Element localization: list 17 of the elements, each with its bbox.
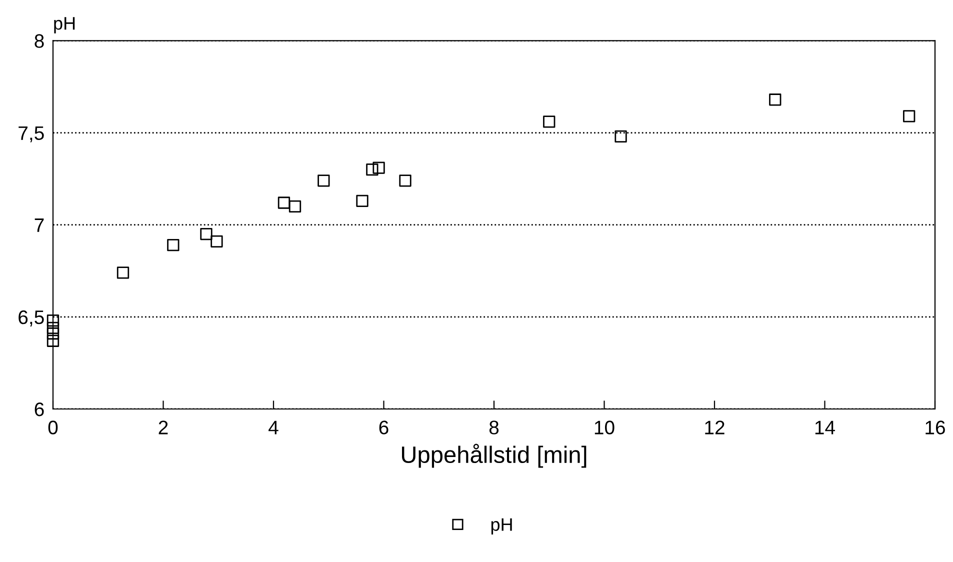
x-tick-label: 2 [158,420,168,434]
x-tick-label: 16 [926,420,945,434]
x-tick-label: 14 [815,420,835,434]
x-axis-title: Uppehållstid [min] [402,444,586,468]
x-tick-label: 8 [489,420,499,434]
y-axis-title: pH [54,17,75,34]
x-tick-label: 4 [268,420,278,434]
y-tick-label: 8 [34,34,44,48]
x-tick-label: 12 [705,420,724,434]
y-tick-label: 6,5 [18,310,44,326]
x-tick-label: 0 [48,420,58,434]
legend-label: pH [491,518,512,535]
y-tick-label: 6 [34,402,44,416]
x-tick-label: 6 [379,420,388,434]
y-tick-label: 7 [34,218,44,232]
y-tick-label: 7,5 [18,126,44,142]
x-tick-label: 10 [594,420,614,434]
